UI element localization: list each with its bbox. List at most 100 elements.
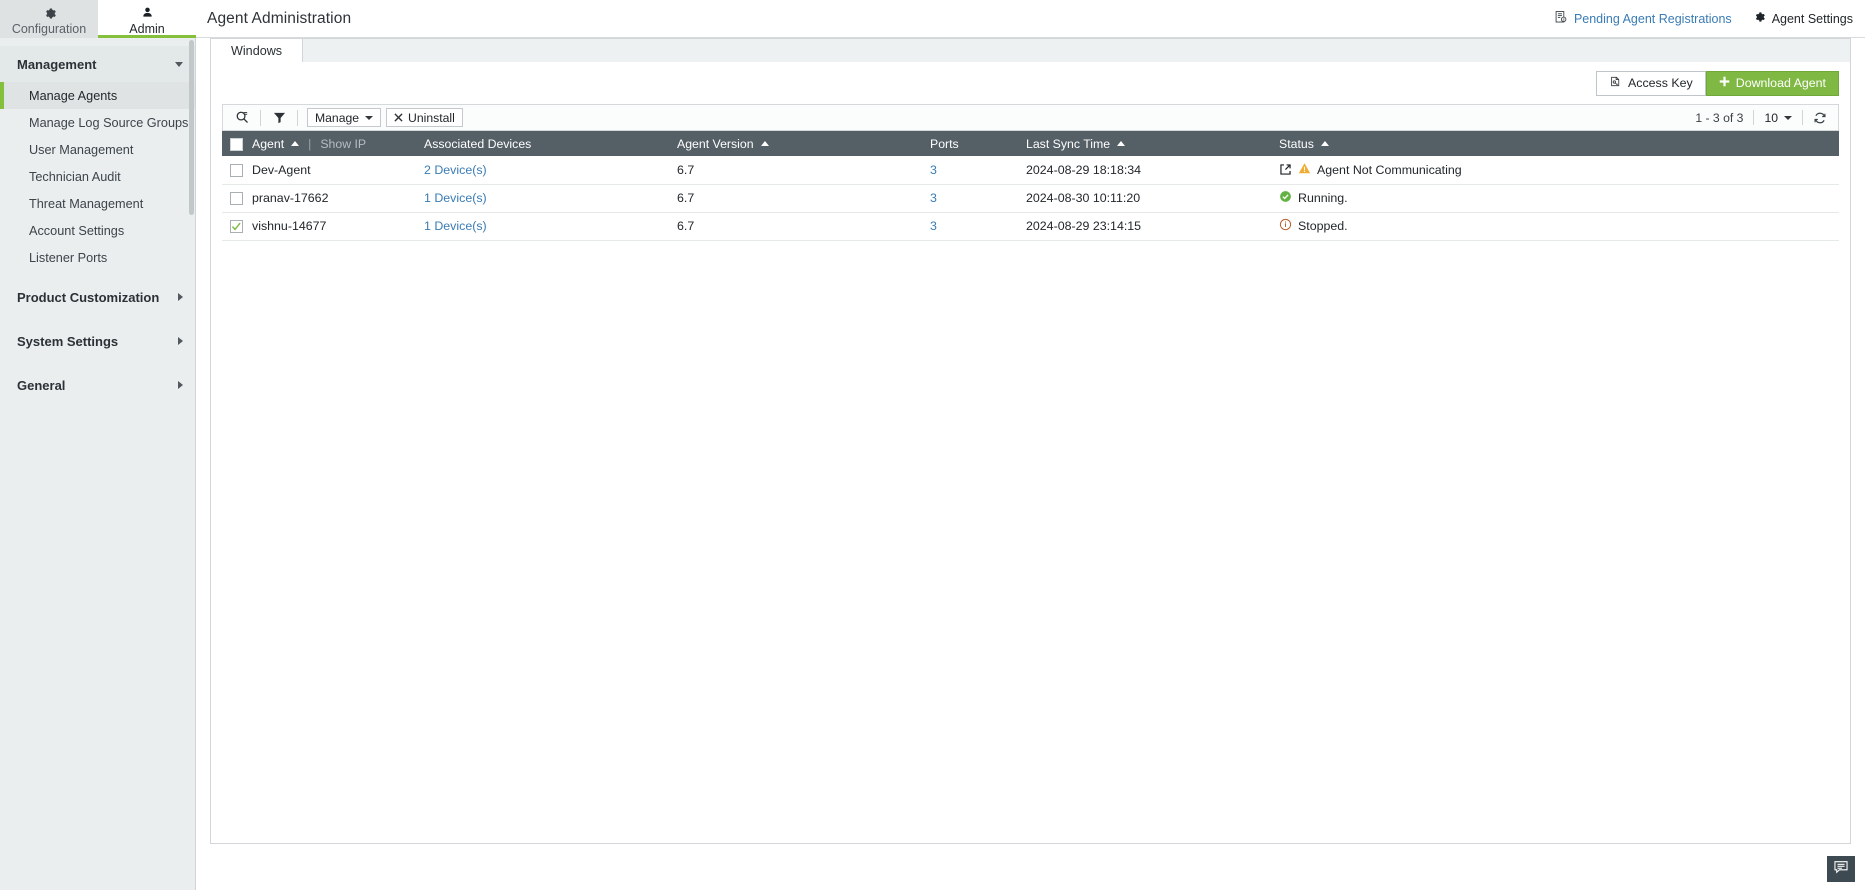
show-ip-toggle[interactable]: Show IP [320, 136, 367, 151]
toolbar-pagination: 1 - 3 of 3 10 [1695, 110, 1833, 125]
download-agent-button[interactable]: Download Agent [1705, 70, 1839, 96]
sidebar-item-label: Listener Ports [29, 250, 108, 265]
column-header-ports[interactable]: Ports [930, 131, 1026, 156]
chevron-down-icon [365, 115, 374, 120]
page-title: Agent Administration [207, 9, 352, 27]
sidebar-item-label: Technician Audit [29, 169, 121, 184]
cell-last-sync-time: 2024-08-29 23:14:15 [1026, 219, 1142, 233]
row-checkbox[interactable] [230, 192, 243, 206]
column-header-agent[interactable]: Agent | Show IP [252, 131, 424, 156]
toolbar-divider [1802, 110, 1803, 125]
cell-agent-version: 6.7 [677, 162, 695, 177]
select-all-checkbox[interactable] [230, 137, 243, 151]
manage-dropdown-button[interactable]: Manage [307, 108, 382, 127]
sidebar-item-label: Account Settings [29, 223, 125, 238]
close-icon [394, 111, 403, 125]
table-row[interactable]: vishnu-14677 1 Device(s) 6.7 3 2024-08-2… [222, 212, 1839, 240]
sidebar-item-manage-agents[interactable]: Manage Agents [0, 82, 195, 109]
topnav-tab-admin[interactable]: Admin [98, 0, 196, 38]
sidebar-spacer [0, 271, 195, 279]
pending-registrations-icon: 8 [1554, 10, 1568, 27]
sidebar-item-account-settings[interactable]: Account Settings [0, 217, 195, 244]
ports-link[interactable]: 3 [930, 191, 937, 205]
sidebar-item-threat-management[interactable]: Threat Management [0, 190, 195, 217]
column-header-associated-devices[interactable]: Associated Devices [424, 131, 677, 156]
sidebar-group-general[interactable]: General [0, 367, 195, 403]
toolbar-divider [297, 109, 298, 126]
sidebar-item-user-management[interactable]: User Management [0, 136, 195, 163]
topnav-tab-label: Admin [129, 22, 165, 36]
sidebar-group-label: General [17, 377, 66, 393]
column-header-agent-version[interactable]: Agent Version [677, 131, 930, 156]
table-row[interactable]: pranav-17662 1 Device(s) 6.7 3 2024-08-3… [222, 184, 1839, 212]
associated-devices-link[interactable]: 1 Device(s) [424, 191, 487, 205]
ports-link[interactable]: 3 [930, 219, 937, 233]
column-label: Agent [252, 136, 285, 151]
associated-devices-link[interactable]: 2 Device(s) [424, 162, 487, 177]
refresh-icon[interactable] [1803, 111, 1833, 125]
table-header: Agent | Show IP Associated Devices [222, 131, 1839, 156]
tab-windows[interactable]: Windows [210, 38, 304, 62]
column-header-select-all [222, 131, 252, 156]
ports-link[interactable]: 3 [930, 162, 937, 177]
cell-agent-version: 6.7 [677, 219, 695, 233]
manage-label: Manage [315, 110, 360, 125]
access-key-label: Access Key [1628, 76, 1693, 90]
header-actions: 8 Pending Agent Registrations Agent Sett… [1554, 10, 1865, 27]
pending-agent-registrations-link[interactable]: 8 Pending Agent Registrations [1554, 10, 1732, 27]
sidebar-spacer [0, 315, 195, 323]
cell-status: Agent Not Communicating [1279, 156, 1839, 184]
agent-settings-link[interactable]: Agent Settings [1752, 10, 1853, 27]
topnav-tab-configuration[interactable]: Configuration [0, 0, 98, 38]
cell-ports: 3 [930, 184, 1026, 212]
sidebar-group-product-customization[interactable]: Product Customization [0, 279, 195, 315]
associated-devices-link[interactable]: 1 Device(s) [424, 219, 487, 233]
agents-table: Agent | Show IP Associated Devices [222, 131, 1839, 241]
sidebar-group-system-settings[interactable]: System Settings [0, 323, 195, 359]
status-label: Stopped. [1298, 219, 1348, 233]
sidebar-group-management[interactable]: Management [0, 46, 195, 82]
sidebar-item-manage-log-source-groups[interactable]: Manage Log Source Groups [0, 109, 195, 136]
chevron-right-icon [178, 381, 183, 389]
page-size-dropdown[interactable]: 10 [1754, 111, 1802, 125]
cell-agent: Dev-Agent [252, 162, 311, 177]
sidebar-spacer [0, 359, 195, 367]
sort-ascending-icon [1320, 141, 1329, 146]
sidebar-top-spacer [0, 38, 195, 46]
sidebar-item-label: Threat Management [29, 196, 144, 211]
sidebar-item-label: Manage Log Source Groups [29, 115, 189, 130]
tab-label: Windows [231, 43, 283, 58]
column-header-status[interactable]: Status [1279, 131, 1839, 156]
sort-ascending-icon [1117, 141, 1126, 146]
search-icon[interactable] [228, 105, 256, 130]
cell-agent-version: 6.7 [677, 191, 695, 205]
info-icon [1279, 218, 1292, 234]
plus-icon [1719, 76, 1730, 90]
key-icon [1609, 75, 1622, 91]
column-label: Last Sync Time [1026, 136, 1111, 151]
sidebar-item-listener-ports[interactable]: Listener Ports [0, 244, 195, 271]
cell-last-sync-time: 2024-08-30 10:11:20 [1026, 191, 1141, 205]
gear-icon [42, 4, 57, 21]
uninstall-label: Uninstall [408, 110, 455, 125]
chat-button[interactable] [1827, 856, 1855, 882]
cell-associated-devices: 1 Device(s) [424, 212, 677, 240]
access-key-button[interactable]: Access Key [1596, 70, 1706, 96]
chevron-down-icon [1784, 115, 1792, 120]
row-checkbox[interactable] [230, 220, 243, 234]
column-divider: | [308, 136, 312, 151]
row-select-cell [222, 156, 252, 184]
table-row[interactable]: Dev-Agent 2 Device(s) 6.7 3 2024-08-29 1… [222, 156, 1839, 184]
row-checkbox[interactable] [230, 163, 243, 177]
uninstall-button[interactable]: Uninstall [386, 108, 463, 127]
sidebar-item-technician-audit[interactable]: Technician Audit [0, 163, 195, 190]
warning-icon [1298, 162, 1311, 178]
table-toolbar: Manage Uninstall 1 - 3 of 3 10 [222, 104, 1839, 131]
filter-icon[interactable] [265, 105, 293, 130]
top-nav: Configuration Admin [0, 0, 196, 38]
sidebar-scrollbar[interactable] [189, 40, 194, 215]
sidebar-group-label: Management [17, 56, 97, 72]
column-header-last-sync-time[interactable]: Last Sync Time [1026, 131, 1279, 156]
external-link-icon[interactable] [1279, 163, 1292, 176]
